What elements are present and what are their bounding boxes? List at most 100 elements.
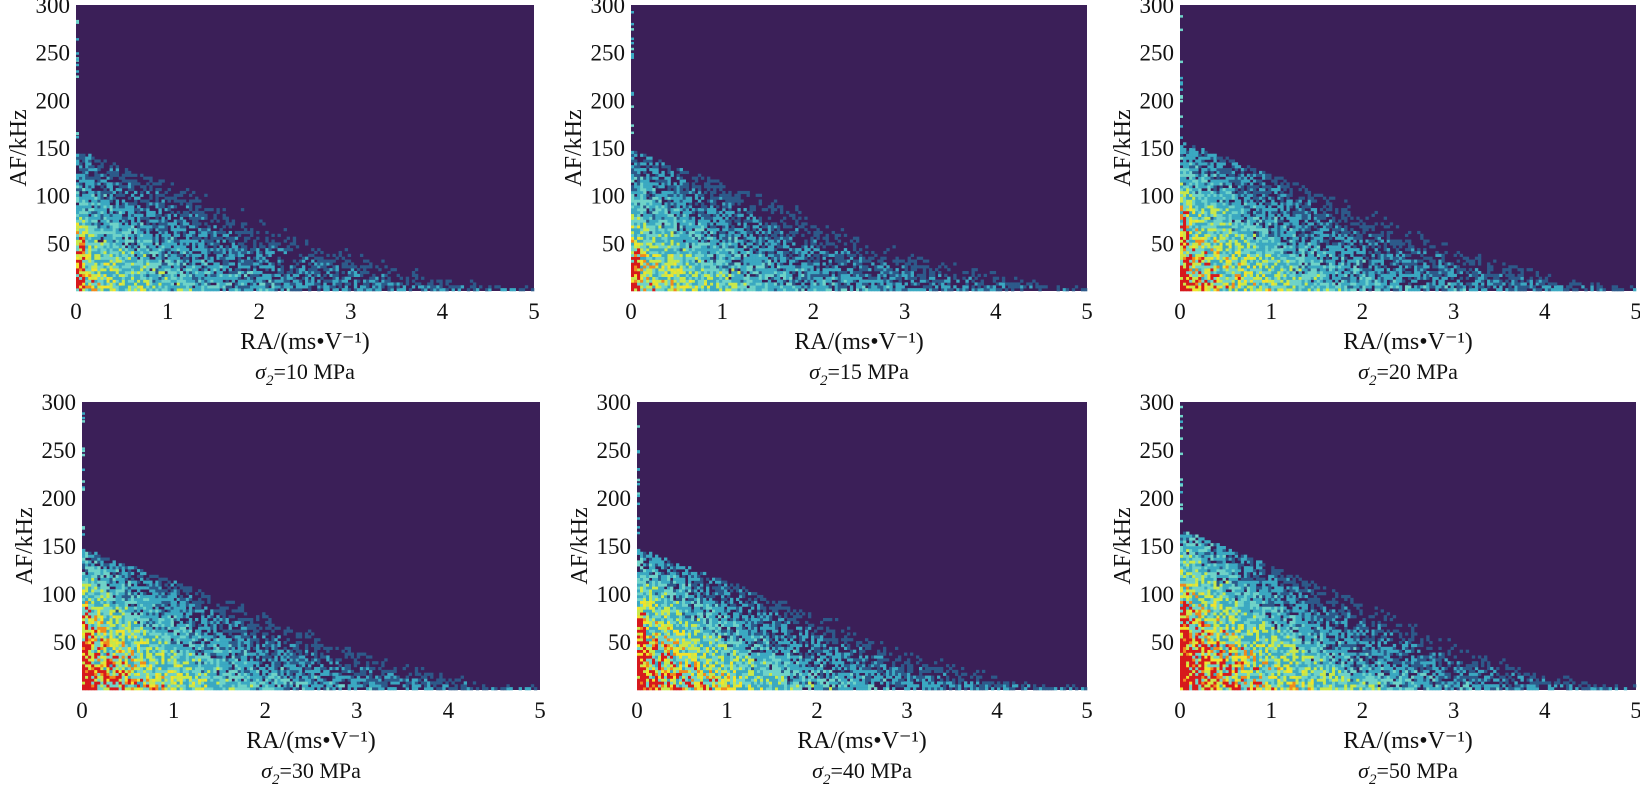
- panel-5: 0 1 2 3 4 5 50 100 150 200 250 300 RA/(ms•V⁻¹) AF/kHz…: [567, 390, 1093, 788]
- x-tick-label: 5: [1081, 299, 1093, 324]
- x-tick-label: 3: [1448, 299, 1460, 324]
- caption-symbol: σ: [809, 359, 821, 384]
- y-tick-label: 200: [42, 486, 77, 511]
- x-tick-label: 2: [1357, 698, 1369, 723]
- x-tick-label: 3: [899, 299, 911, 324]
- caption-symbol: σ: [1358, 758, 1370, 783]
- y-tick-label: 300: [597, 390, 632, 415]
- x-tick-label: 5: [1081, 698, 1093, 723]
- x-tick-label: 1: [1265, 299, 1277, 324]
- y-tick-label: 300: [1140, 390, 1175, 415]
- x-tick-label: 4: [991, 698, 1003, 723]
- panel-2: 0 1 2 3 4 5 50 100 150 200 250 300 RA/(ms•V⁻¹) AF/kHz…: [561, 0, 1093, 389]
- caption-symbol: σ: [261, 758, 273, 783]
- y-tick-label: 200: [591, 88, 626, 113]
- caption-subscript: 2: [823, 772, 831, 788]
- y-tick-label: 250: [1140, 438, 1175, 463]
- x-tick-label: 0: [625, 299, 637, 324]
- x-tick-label: 0: [1174, 698, 1186, 723]
- x-tick-label: 2: [811, 698, 823, 723]
- caption-text: =30 MPa: [279, 758, 361, 783]
- y-tick-label: 300: [36, 0, 71, 18]
- x-tick-label: 1: [1265, 698, 1277, 723]
- x-tick-label: 5: [528, 299, 540, 324]
- y-tick-label: 150: [1140, 136, 1175, 161]
- y-tick-label: 250: [1140, 41, 1175, 66]
- x-tick-label: 2: [253, 299, 265, 324]
- x-tick-label: 0: [631, 698, 643, 723]
- caption-subscript: 2: [266, 373, 274, 389]
- y-tick-label: 100: [591, 184, 626, 209]
- panel-1: 0 1 2 3 4 5 50 100 150 200 250 300 RA/(ms•V⁻¹) AF/kHz…: [6, 0, 540, 389]
- y-tick-label: 300: [1140, 0, 1175, 18]
- x-tick-label: 0: [70, 299, 82, 324]
- y-tick-label: 50: [1151, 630, 1174, 655]
- y-tick-label: 150: [36, 136, 71, 161]
- y-tick-label: 250: [42, 438, 77, 463]
- y-tick-label: 200: [1140, 88, 1175, 113]
- panel-caption: σ2=50 MPa: [1358, 758, 1458, 788]
- x-tick-label: 1: [168, 698, 180, 723]
- x-tick-label: 4: [990, 299, 1002, 324]
- x-axis-label: RA/(ms•V⁻¹): [246, 728, 376, 754]
- caption-symbol: σ: [812, 758, 824, 783]
- x-axis-label: RA/(ms•V⁻¹): [240, 329, 370, 355]
- panel-4: 0 1 2 3 4 5 50 100 150 200 250 300 RA/(ms•V⁻¹) AF/kHz…: [12, 390, 546, 788]
- panel-caption: σ2=10 MPa: [255, 359, 355, 389]
- y-tick-label: 100: [1140, 582, 1175, 607]
- x-tick-label: 0: [1174, 299, 1186, 324]
- x-tick-label: 4: [1539, 299, 1551, 324]
- caption-text: =10 MPa: [273, 359, 355, 384]
- y-tick-label: 50: [602, 231, 625, 256]
- caption-text: =15 MPa: [827, 359, 909, 384]
- y-tick-label: 250: [36, 41, 71, 66]
- y-tick-label: 100: [597, 582, 632, 607]
- y-tick-label: 250: [591, 41, 626, 66]
- x-tick-label: 5: [1630, 698, 1640, 723]
- caption-symbol: σ: [1358, 359, 1370, 384]
- x-tick-label: 1: [721, 698, 733, 723]
- heatmap-cells: [76, 19, 535, 292]
- x-tick-label: 0: [76, 698, 88, 723]
- x-axis-label: RA/(ms•V⁻¹): [794, 329, 924, 355]
- caption-subscript: 2: [820, 373, 828, 389]
- x-tick-label: 4: [437, 299, 449, 324]
- caption-subscript: 2: [1369, 373, 1377, 389]
- y-axis-label: AF/kHz: [561, 109, 587, 186]
- y-tick-label: 200: [1140, 486, 1175, 511]
- y-tick-label: 150: [591, 136, 626, 161]
- y-axis-label: AF/kHz: [1110, 109, 1136, 186]
- panel-6: 0 1 2 3 4 5 50 100 150 200 250 300 RA/(ms•V⁻¹) AF/kHz…: [1110, 390, 1640, 788]
- x-tick-label: 5: [534, 698, 546, 723]
- y-tick-label: 100: [42, 582, 77, 607]
- y-tick-label: 100: [36, 184, 71, 209]
- heatmap-cells: [1180, 405, 1637, 691]
- x-tick-label: 1: [162, 299, 174, 324]
- panel-caption: σ2=15 MPa: [809, 359, 909, 389]
- y-tick-label: 50: [47, 231, 70, 256]
- heatmap-cells: [631, 11, 1088, 292]
- panel-caption: σ2=30 MPa: [261, 758, 361, 788]
- heatmap-cells: [637, 425, 1088, 691]
- y-tick-label: 300: [42, 390, 77, 415]
- x-tick-label: 4: [443, 698, 455, 723]
- x-tick-label: 1: [716, 299, 728, 324]
- x-tick-label: 3: [351, 698, 363, 723]
- y-axis-label: AF/kHz: [12, 507, 38, 584]
- y-tick-label: 50: [608, 630, 631, 655]
- y-tick-label: 250: [597, 438, 632, 463]
- caption-symbol: σ: [255, 359, 267, 384]
- y-tick-label: 100: [1140, 184, 1175, 209]
- y-tick-label: 150: [597, 534, 632, 559]
- x-axis-label: RA/(ms•V⁻¹): [1343, 728, 1473, 754]
- y-axis-label: AF/kHz: [567, 507, 593, 584]
- y-tick-label: 150: [1140, 534, 1175, 559]
- y-tick-label: 150: [42, 534, 77, 559]
- panel-caption: σ2=40 MPa: [812, 758, 912, 788]
- x-tick-label: 4: [1539, 698, 1551, 723]
- y-tick-label: 50: [1151, 231, 1174, 256]
- y-tick-label: 200: [597, 486, 632, 511]
- y-axis-label: AF/kHz: [1110, 507, 1136, 584]
- y-tick-label: 300: [591, 0, 626, 18]
